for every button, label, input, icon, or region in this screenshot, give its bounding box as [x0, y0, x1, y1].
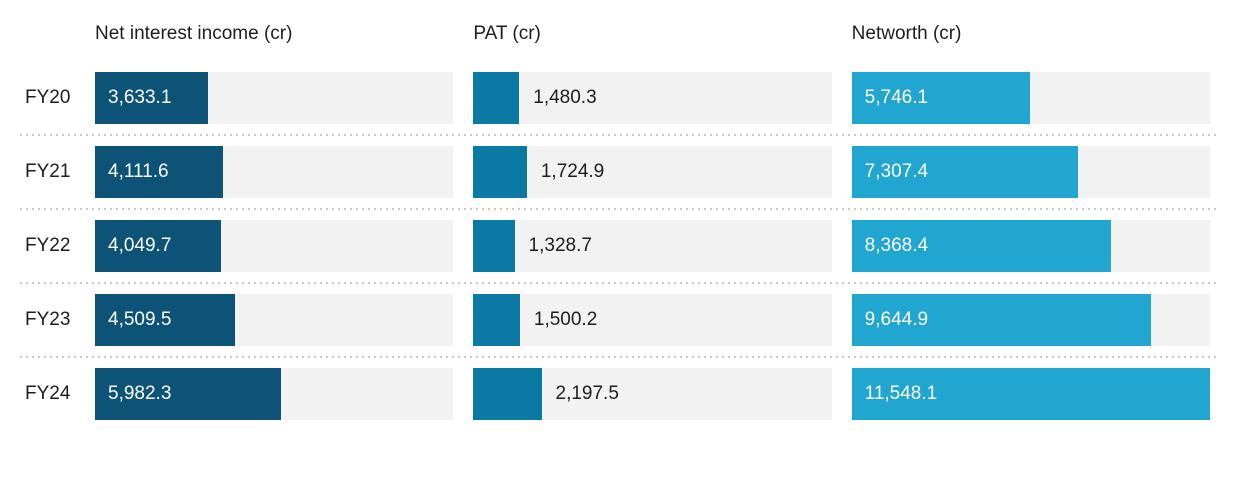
- bar: 4,509.5: [95, 294, 235, 346]
- bar: 7,307.4: [851, 146, 1079, 198]
- bar: [473, 220, 515, 272]
- bar-track: 4,111.6: [95, 146, 454, 198]
- chart-row-fy21: FY21 4,111.6 1,724.9 7,307.4: [25, 146, 1210, 198]
- bar: 5,746.1: [851, 72, 1030, 124]
- bar: 11,548.1: [851, 368, 1210, 420]
- bar-value-label: 2,197.5: [555, 383, 619, 404]
- chart-rows: FY20 3,633.1 1,480.3 5,746.1 FY21 4,111.6 1,72…: [20, 72, 1218, 420]
- bar-track: 1,480.3: [473, 72, 832, 124]
- bar-value-label: 1,724.9: [540, 161, 605, 182]
- bar-track: 3,633.1: [95, 72, 454, 124]
- bar: 4,049.7: [95, 220, 221, 272]
- bar: [473, 294, 520, 346]
- column-header-networth: Networth (cr): [851, 23, 962, 44]
- bar: 4,111.6: [95, 146, 223, 198]
- bar: [473, 72, 520, 124]
- bar-value-label: 8,368.4: [864, 235, 929, 256]
- bar-value-label: 5,982.3: [108, 383, 172, 404]
- bar-value-label: 9,644.9: [864, 309, 929, 330]
- bar-track: 8,368.4: [851, 220, 1210, 272]
- bar-value-label: 1,480.3: [533, 87, 597, 108]
- row-separator: [20, 208, 1218, 210]
- row-separator: [20, 282, 1218, 284]
- bar: 3,633.1: [95, 72, 208, 124]
- bar-track: 5,982.3: [95, 368, 454, 420]
- bar-track: 7,307.4: [851, 146, 1210, 198]
- row-label: FY21: [25, 161, 71, 182]
- bar: 5,982.3: [95, 368, 281, 420]
- financials-bar-chart: Net interest income (cr) PAT (cr) Networ…: [20, 0, 1218, 420]
- bar-track: 1,724.9: [473, 146, 832, 198]
- bar: 8,368.4: [851, 220, 1112, 272]
- bar-track: 1,500.2: [473, 294, 832, 346]
- row-label-spacer: [25, 22, 75, 59]
- bar-track: 4,509.5: [95, 294, 454, 346]
- row-label: FY20: [25, 87, 71, 108]
- bar-value-label: 4,509.5: [108, 309, 172, 330]
- bar: [473, 368, 542, 420]
- bar-track: 11,548.1: [851, 368, 1210, 420]
- column-header-pat: PAT (cr): [473, 23, 541, 44]
- row-separator: [20, 356, 1218, 358]
- row-separator: [20, 134, 1218, 136]
- bar-value-label: 11,548.1: [864, 383, 938, 404]
- bar-value-label: 1,328.7: [528, 235, 592, 256]
- row-label: FY24: [25, 383, 71, 404]
- bar-value-label: 7,307.4: [864, 161, 929, 182]
- bar-value-label: 5,746.1: [864, 87, 929, 108]
- bar-track: 2,197.5: [473, 368, 832, 420]
- row-label: FY22: [25, 235, 71, 256]
- bar-track: 9,644.9: [851, 294, 1210, 346]
- bar-track: 5,746.1: [851, 72, 1210, 124]
- bar-value-label: 1,500.2: [533, 309, 598, 330]
- bar: 9,644.9: [851, 294, 1151, 346]
- bar-track: 1,328.7: [473, 220, 832, 272]
- chart-row-fy20: FY20 3,633.1 1,480.3 5,746.1: [25, 72, 1210, 124]
- column-headers: Net interest income (cr) PAT (cr) Networ…: [25, 0, 1210, 59]
- chart-row-fy24: FY24 5,982.3 2,197.5 11,548.1: [25, 368, 1210, 420]
- bar: [473, 146, 527, 198]
- bar-value-label: 4,111.6: [108, 161, 169, 182]
- bar-track: 4,049.7: [95, 220, 454, 272]
- bar-value-label: 3,633.1: [108, 87, 172, 108]
- chart-row-fy23: FY23 4,509.5 1,500.2 9,644.9: [25, 294, 1210, 346]
- chart-row-fy22: FY22 4,049.7 1,328.7 8,368.4: [25, 220, 1210, 272]
- bar-value-label: 4,049.7: [108, 235, 172, 256]
- row-label: FY23: [25, 309, 71, 330]
- column-header-net-interest-income: Net interest income (cr): [95, 23, 293, 44]
